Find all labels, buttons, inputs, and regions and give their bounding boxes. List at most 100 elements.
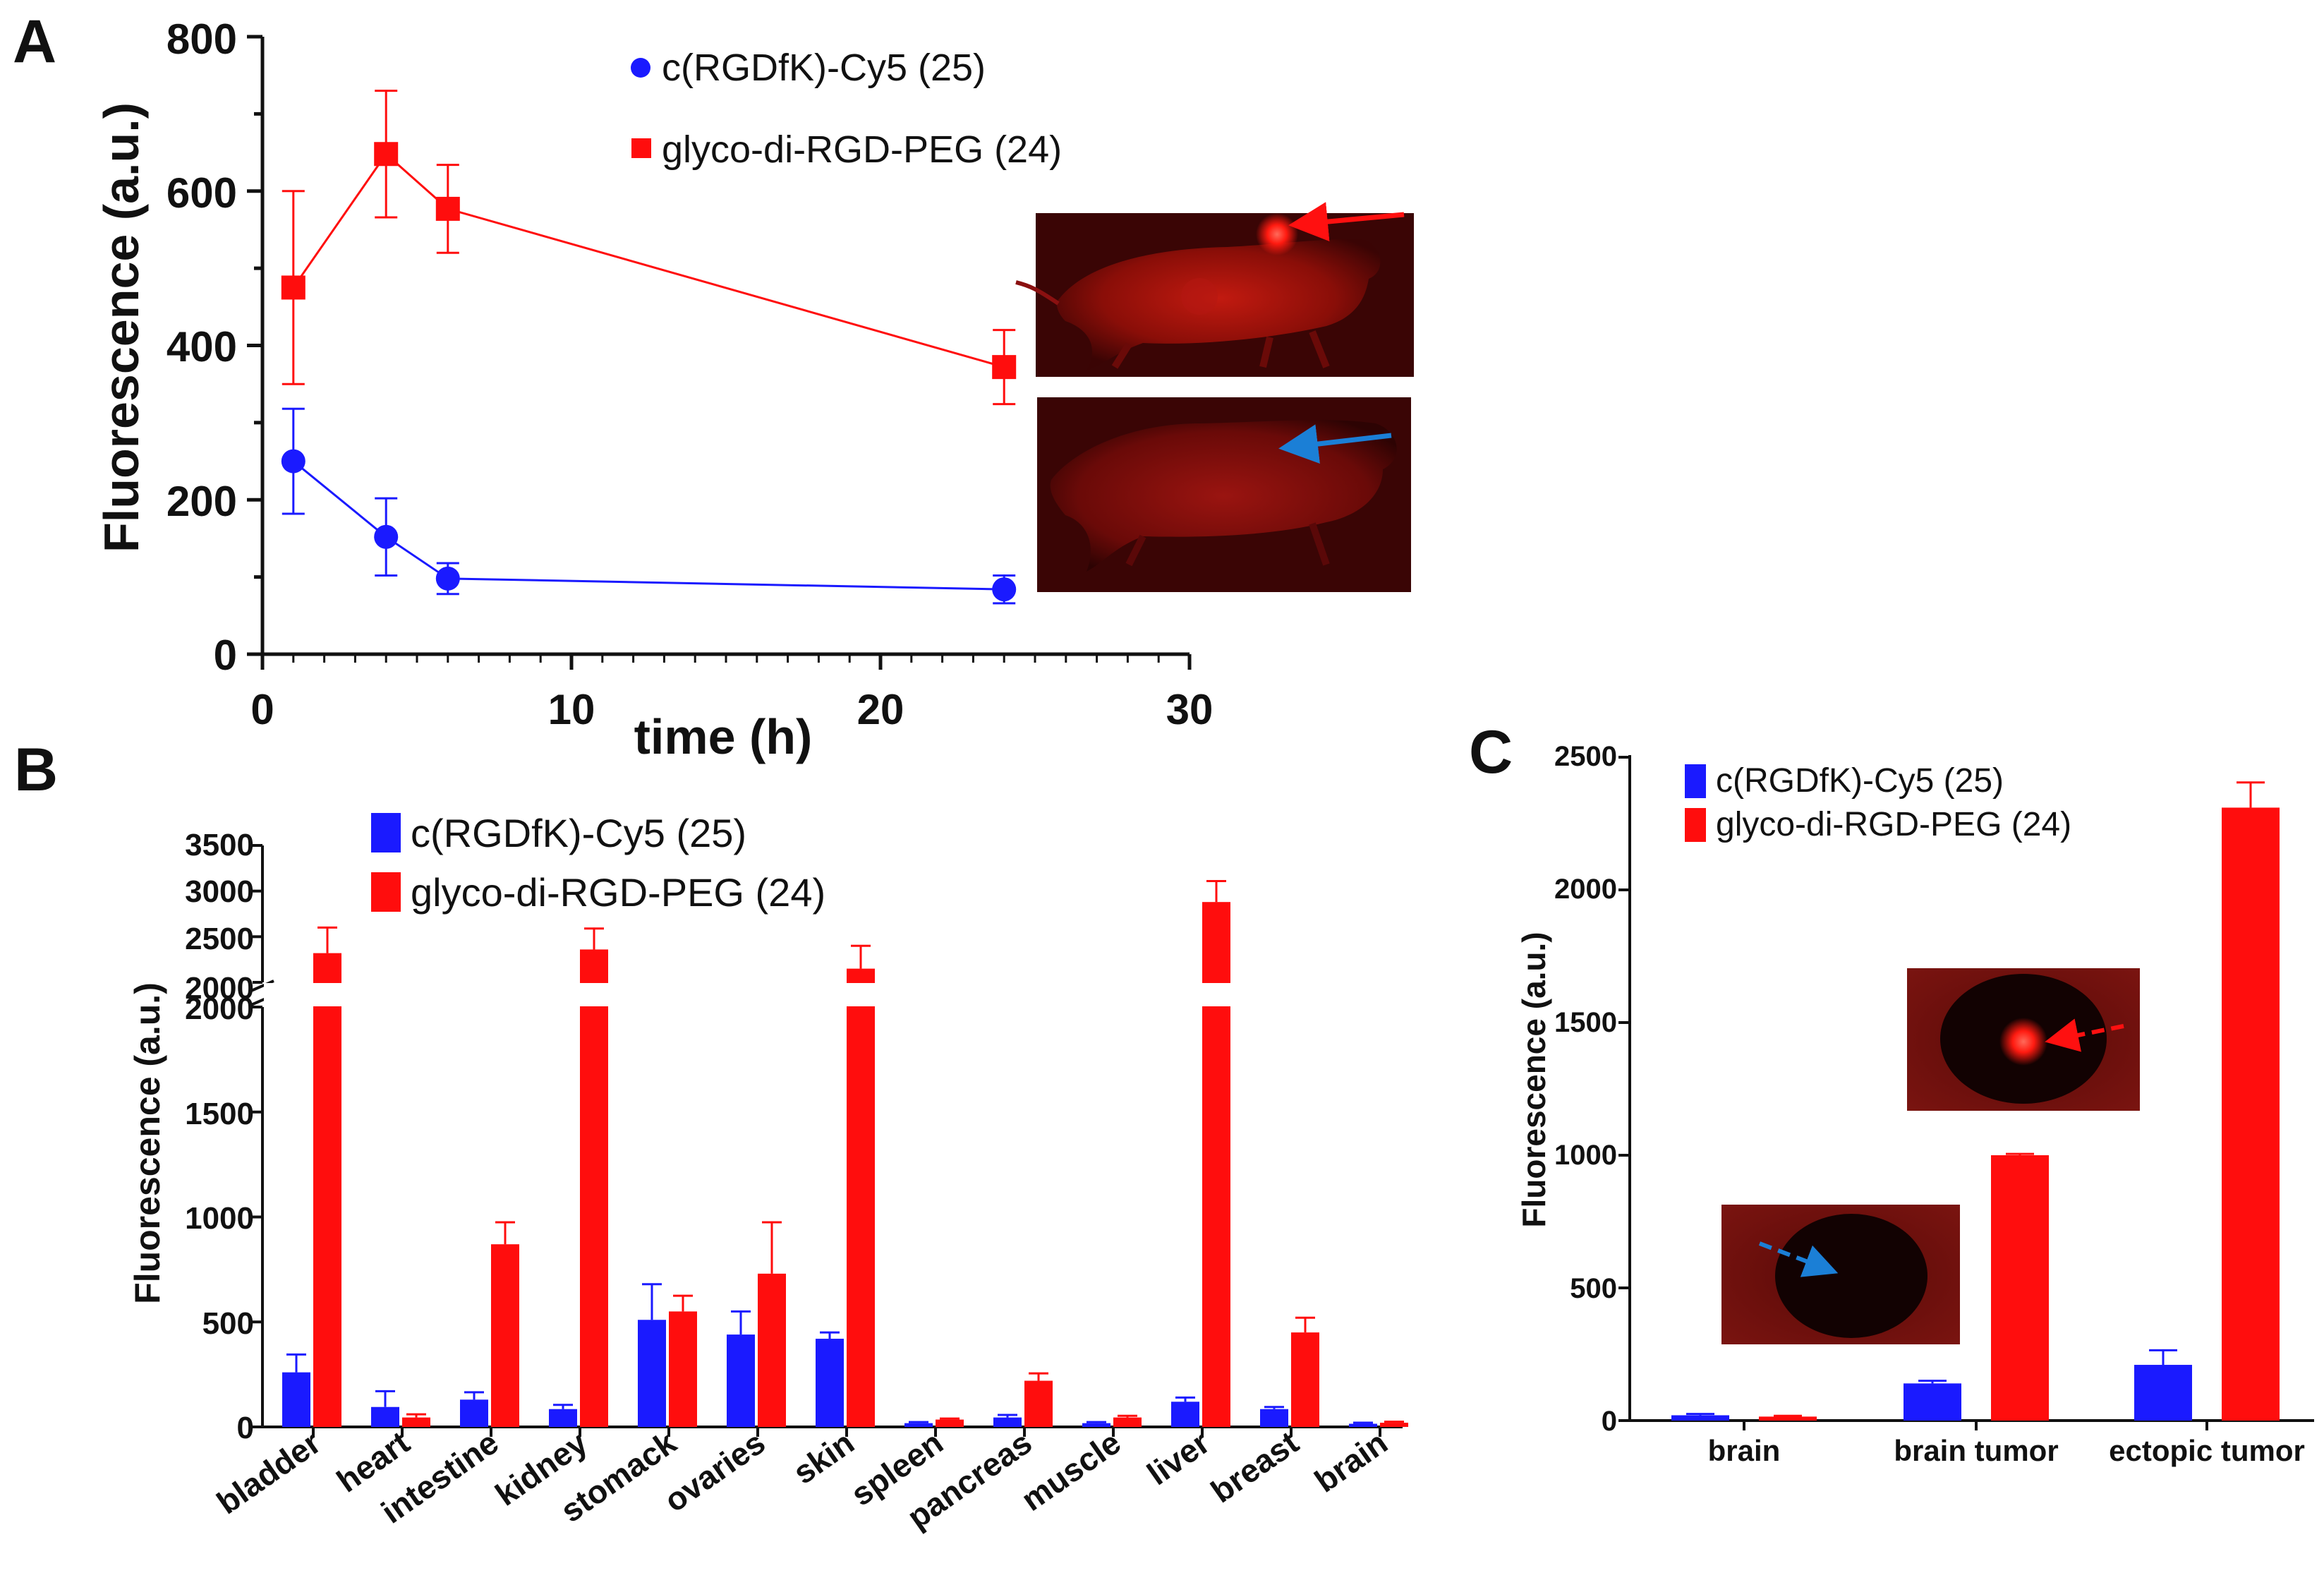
b-category-label: breast [1204,1424,1305,1510]
b-bar-blue [1082,1423,1110,1427]
c-category-label: brain [1708,1434,1781,1467]
c-ytick-500: 500 [1570,1273,1617,1304]
b-ytick-500: 500 [202,1306,254,1341]
b-bar-blue [727,1334,755,1427]
c-bar-blue [1904,1383,1961,1421]
b-ytick-0: 0 [237,1411,254,1445]
a-point-square [374,142,399,167]
a-legend-label-blue: c(RGDfK)-Cy5 (25) [662,47,986,89]
b-bar-blue [549,1409,577,1427]
b-bar-red [580,1007,608,1427]
a-legend: c(RGDfK)-Cy5 (25) glyco-di-RGD-PEG (24) [631,47,1062,171]
a-ytick-600: 600 [167,169,237,217]
c-inset-blue-arrow [1758,1241,1839,1277]
b-bar-red [669,1311,697,1427]
a-inset-blue-arrow [1278,424,1392,464]
a-inset-blue-mouse [1037,397,1411,592]
b-bar-red [1291,1332,1319,1427]
a-ytick-200: 200 [167,478,237,525]
c-y-tick-labels: 0 500 1000 1500 2000 2500 [1554,741,1617,1437]
a-ytick-0: 0 [214,632,237,679]
a-point-square [281,275,305,300]
b-bar-blue [1349,1423,1377,1427]
b-ytick-1500: 1500 [185,1097,254,1131]
c-bar-blue [2134,1365,2192,1421]
a-legend-marker-red [631,138,651,158]
b-bar-red [402,1417,430,1427]
c-legend: c(RGDfK)-Cy5 (25) glyco-di-RGD-PEG (24) [1685,762,2071,843]
a-point-square [435,196,460,221]
b-bar-blue [282,1372,310,1427]
c-inset-brain [1721,1205,1960,1344]
b-ticks [253,844,1381,1437]
b-category-labels: bladder heartintestinekidneystomackovarie… [210,1423,1394,1536]
a-point-circle [281,449,305,474]
a-plot-area [281,90,1017,605]
a-point-square [992,355,1017,380]
b-bar-red [1380,1423,1408,1427]
a-point-circle [374,524,399,549]
b-bar-blue [816,1339,844,1427]
panel-label-a: A [13,8,56,76]
b-bar-red [1202,1007,1230,1427]
c-legend-label-blue: c(RGDfK)-Cy5 (25) [1716,762,2004,800]
b-legend-label-red: glyco-di-RGD-PEG (24) [411,870,825,915]
b-legend-marker-blue [371,813,401,852]
b-bar-red [936,1419,964,1427]
a-xtick-20: 20 [857,686,904,733]
b-y-tick-labels-lower: 0 500 1000 1500 2000 [185,992,254,1445]
a-xtick-0: 0 [250,686,274,733]
panel-a: A 0 200 400 600 800 0 10 20 30 time (h) … [13,8,1414,764]
b-bar-red [491,1244,519,1427]
b-y-axis-label: Fluorescence (a.u.) [128,982,167,1304]
a-y-tick-labels: 0 200 400 600 800 [167,16,237,679]
a-inset-red-mouse [1015,202,1414,377]
c-bar-red [1991,1155,2049,1421]
b-ytick-up-3500: 3500 [185,828,254,862]
b-legend: c(RGDfK)-Cy5 (25) glyco-di-RGD-PEG (24) [371,811,825,915]
panel-c: C 0 500 1000 1500 2000 2500 Fluorescence… [1469,718,2314,1467]
b-category-label: liver [1140,1424,1216,1493]
b-y-tick-labels-upper: 2000 2500 3000 3500 [185,828,254,1006]
c-plot-area [1671,781,2280,1421]
b-category-label: bladder [210,1424,327,1521]
c-y-axis-label: Fluorescence (a.u.) [1515,932,1552,1227]
c-ytick-2000: 2000 [1554,874,1617,905]
a-series-line-0 [292,460,1005,591]
b-ytick-up-2500: 2500 [185,922,254,956]
a-xtick-10: 10 [548,686,595,733]
a-y-axis-label: Fluorescence (a.u.) [94,102,149,553]
b-bar-red [313,1007,341,1427]
a-x-tick-labels: 0 10 20 30 [250,686,1213,733]
c-category-label: brain tumor [1894,1434,2058,1467]
a-x-axis-label: time (h) [634,709,813,764]
b-plot-area [264,879,1408,1427]
panel-b: B 2000 2500 3000 3500 0 500 1000 1500 20… [14,736,1408,1536]
b-category-label: ovaries [658,1424,772,1519]
b-bar-red [1024,1380,1053,1427]
b-ytick-2000: 2000 [185,992,254,1026]
b-bar-red [1113,1417,1142,1427]
a-inset-red-arrow [1288,202,1405,241]
b-ytick-up-3000: 3000 [185,874,254,909]
a-ticks [247,35,1192,670]
a-series-line-1 [292,152,1005,368]
panel-label-b: B [14,736,58,804]
c-legend-marker-red [1685,808,1706,842]
b-legend-marker-red [371,872,401,912]
c-ytick-2500: 2500 [1554,741,1617,772]
a-point-circle [435,566,460,591]
a-legend-label-red: glyco-di-RGD-PEG (24) [662,128,1062,171]
b-bar-blue [1171,1402,1199,1427]
b-bar-blue [371,1406,399,1427]
c-bar-red [1759,1416,1817,1421]
b-bar-blue [460,1399,488,1427]
a-ytick-400: 400 [167,323,237,370]
b-legend-label-blue: c(RGDfK)-Cy5 (25) [411,811,746,855]
a-point-circle [992,577,1017,602]
b-ytick-1000: 1000 [185,1201,254,1236]
panel-label-c: C [1469,718,1513,786]
a-ytick-800: 800 [167,16,237,63]
c-ytick-0: 0 [1602,1406,1617,1437]
